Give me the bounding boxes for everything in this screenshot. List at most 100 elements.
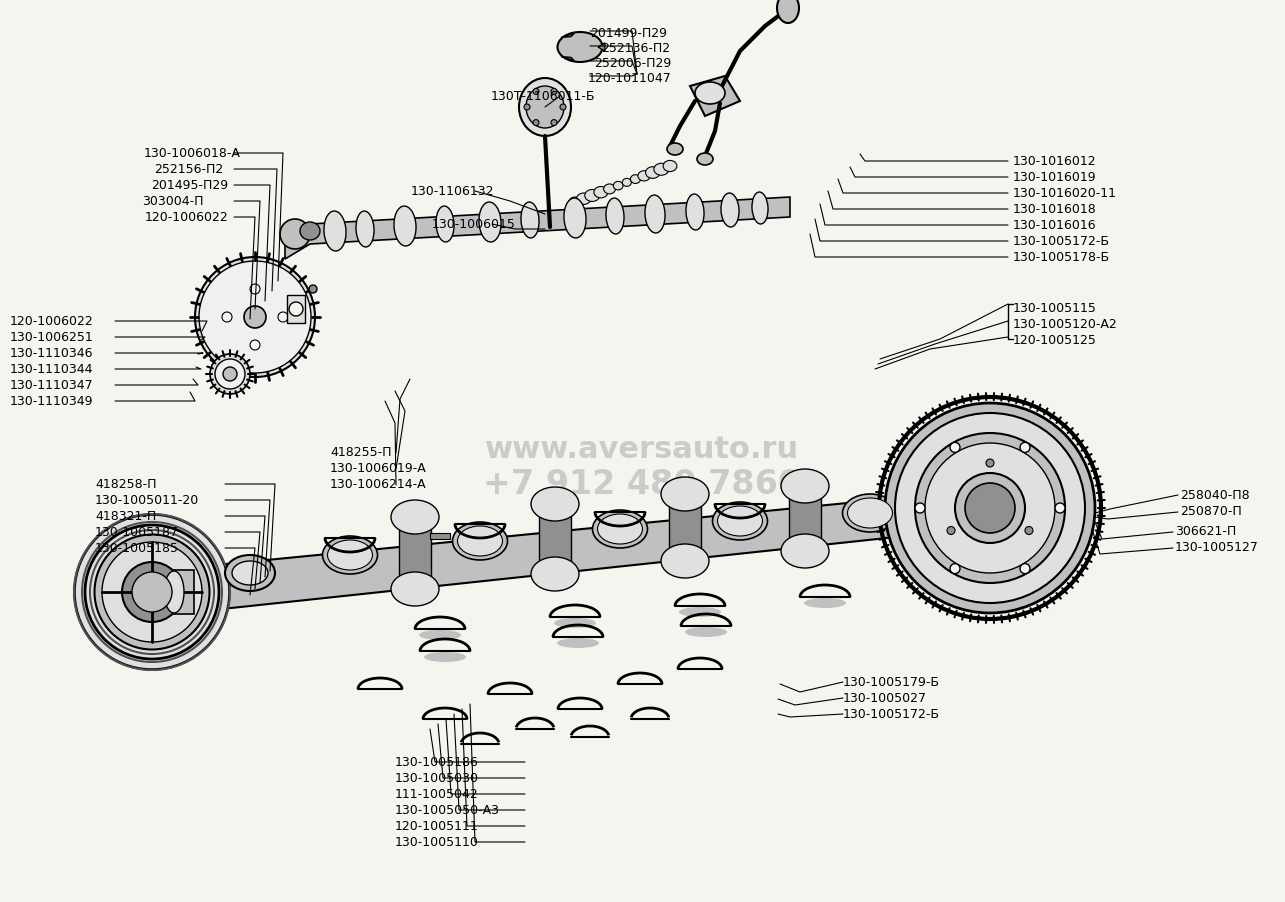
Ellipse shape: [323, 537, 378, 575]
Ellipse shape: [885, 403, 1095, 613]
Ellipse shape: [215, 360, 245, 390]
Ellipse shape: [804, 598, 846, 608]
Ellipse shape: [225, 556, 275, 592]
Ellipse shape: [696, 154, 713, 166]
Ellipse shape: [637, 171, 650, 181]
Ellipse shape: [209, 354, 251, 394]
Polygon shape: [175, 490, 989, 614]
Ellipse shape: [278, 313, 288, 323]
Text: 130-1006018-А: 130-1006018-А: [144, 147, 240, 160]
Ellipse shape: [598, 514, 642, 545]
Text: 252156-П2: 252156-П2: [154, 163, 224, 176]
Ellipse shape: [607, 198, 625, 235]
Text: 252006-П29: 252006-П29: [594, 57, 671, 70]
Ellipse shape: [436, 207, 454, 243]
Text: 130-1106132: 130-1106132: [411, 185, 495, 198]
Text: 130-1006251: 130-1006251: [10, 331, 94, 344]
Ellipse shape: [685, 627, 727, 638]
Text: 130-1005186: 130-1005186: [394, 755, 479, 769]
Ellipse shape: [551, 121, 556, 126]
Ellipse shape: [356, 212, 374, 248]
Ellipse shape: [328, 540, 373, 570]
Ellipse shape: [686, 195, 704, 231]
Polygon shape: [690, 77, 740, 117]
Ellipse shape: [526, 87, 564, 129]
Text: 130-1110349: 130-1110349: [10, 394, 94, 408]
Text: 120-1011047: 120-1011047: [589, 72, 672, 85]
Ellipse shape: [631, 176, 640, 184]
Ellipse shape: [479, 203, 501, 243]
Bar: [154, 570, 194, 614]
Bar: [430, 533, 450, 539]
Ellipse shape: [781, 469, 829, 503]
Text: 130-1006015: 130-1006015: [432, 217, 515, 231]
Ellipse shape: [233, 561, 269, 585]
Ellipse shape: [1055, 503, 1065, 513]
Text: 130-1016019: 130-1016019: [1013, 170, 1096, 184]
Polygon shape: [285, 198, 790, 260]
Ellipse shape: [195, 258, 315, 378]
Ellipse shape: [777, 0, 799, 24]
Ellipse shape: [752, 193, 768, 225]
Ellipse shape: [564, 198, 586, 239]
Text: 130-1110344: 130-1110344: [10, 363, 94, 375]
Text: 130-1016020-11: 130-1016020-11: [1013, 187, 1117, 199]
Ellipse shape: [299, 223, 320, 241]
Text: 130-1005120-А2: 130-1005120-А2: [1013, 318, 1118, 331]
Text: 130-1016016: 130-1016016: [1013, 219, 1096, 232]
Polygon shape: [598, 44, 605, 52]
Ellipse shape: [394, 207, 416, 247]
Ellipse shape: [122, 562, 182, 622]
Polygon shape: [669, 504, 702, 551]
Text: 130-1005187: 130-1005187: [95, 526, 179, 538]
Text: 418321-П: 418321-П: [95, 510, 157, 522]
Ellipse shape: [721, 194, 739, 227]
Text: 111-1005042: 111-1005042: [394, 787, 479, 800]
Ellipse shape: [915, 434, 1065, 584]
Text: 130-1005027: 130-1005027: [843, 691, 926, 704]
Text: 130-1005011-20: 130-1005011-20: [95, 493, 199, 506]
Ellipse shape: [520, 203, 538, 239]
Bar: [287, 296, 305, 324]
Text: 120-1005111: 120-1005111: [394, 819, 479, 832]
Text: 130-1006214-А: 130-1006214-А: [330, 477, 427, 491]
Text: 130-1006019-А: 130-1006019-А: [330, 462, 427, 474]
Ellipse shape: [1025, 527, 1033, 535]
Ellipse shape: [592, 511, 648, 548]
Ellipse shape: [531, 557, 580, 592]
Ellipse shape: [289, 303, 303, 317]
Ellipse shape: [712, 502, 767, 540]
Ellipse shape: [244, 307, 266, 328]
Ellipse shape: [554, 618, 596, 629]
Ellipse shape: [950, 443, 960, 453]
Ellipse shape: [102, 542, 202, 642]
Text: 130-1016012: 130-1016012: [1013, 155, 1096, 168]
Ellipse shape: [660, 545, 709, 578]
Ellipse shape: [551, 89, 556, 96]
Ellipse shape: [452, 522, 508, 560]
Ellipse shape: [654, 164, 669, 176]
Text: 130-1005179-Б: 130-1005179-Б: [843, 676, 941, 688]
Polygon shape: [400, 528, 430, 579]
Ellipse shape: [947, 527, 955, 535]
Ellipse shape: [531, 487, 580, 521]
Ellipse shape: [1020, 564, 1031, 574]
Text: 120-1006022: 120-1006022: [10, 315, 94, 327]
Text: 130-1110346: 130-1110346: [10, 346, 94, 360]
Polygon shape: [562, 34, 574, 39]
Ellipse shape: [577, 194, 591, 206]
Text: 418255-П: 418255-П: [330, 446, 392, 458]
Ellipse shape: [594, 188, 608, 198]
Text: 130-1005178-Б: 130-1005178-Б: [1013, 251, 1110, 263]
Text: 303004-П: 303004-П: [143, 195, 203, 207]
Ellipse shape: [667, 143, 684, 156]
Text: 130-1005127: 130-1005127: [1174, 540, 1259, 554]
Text: 130-1005185: 130-1005185: [95, 541, 179, 555]
Text: 130-1110347: 130-1110347: [10, 379, 94, 391]
Ellipse shape: [622, 179, 631, 187]
Ellipse shape: [915, 503, 925, 513]
Text: 130Т-1106011-Б: 130Т-1106011-Б: [491, 90, 595, 103]
Ellipse shape: [678, 607, 721, 617]
Ellipse shape: [558, 33, 603, 63]
Ellipse shape: [894, 413, 1085, 603]
